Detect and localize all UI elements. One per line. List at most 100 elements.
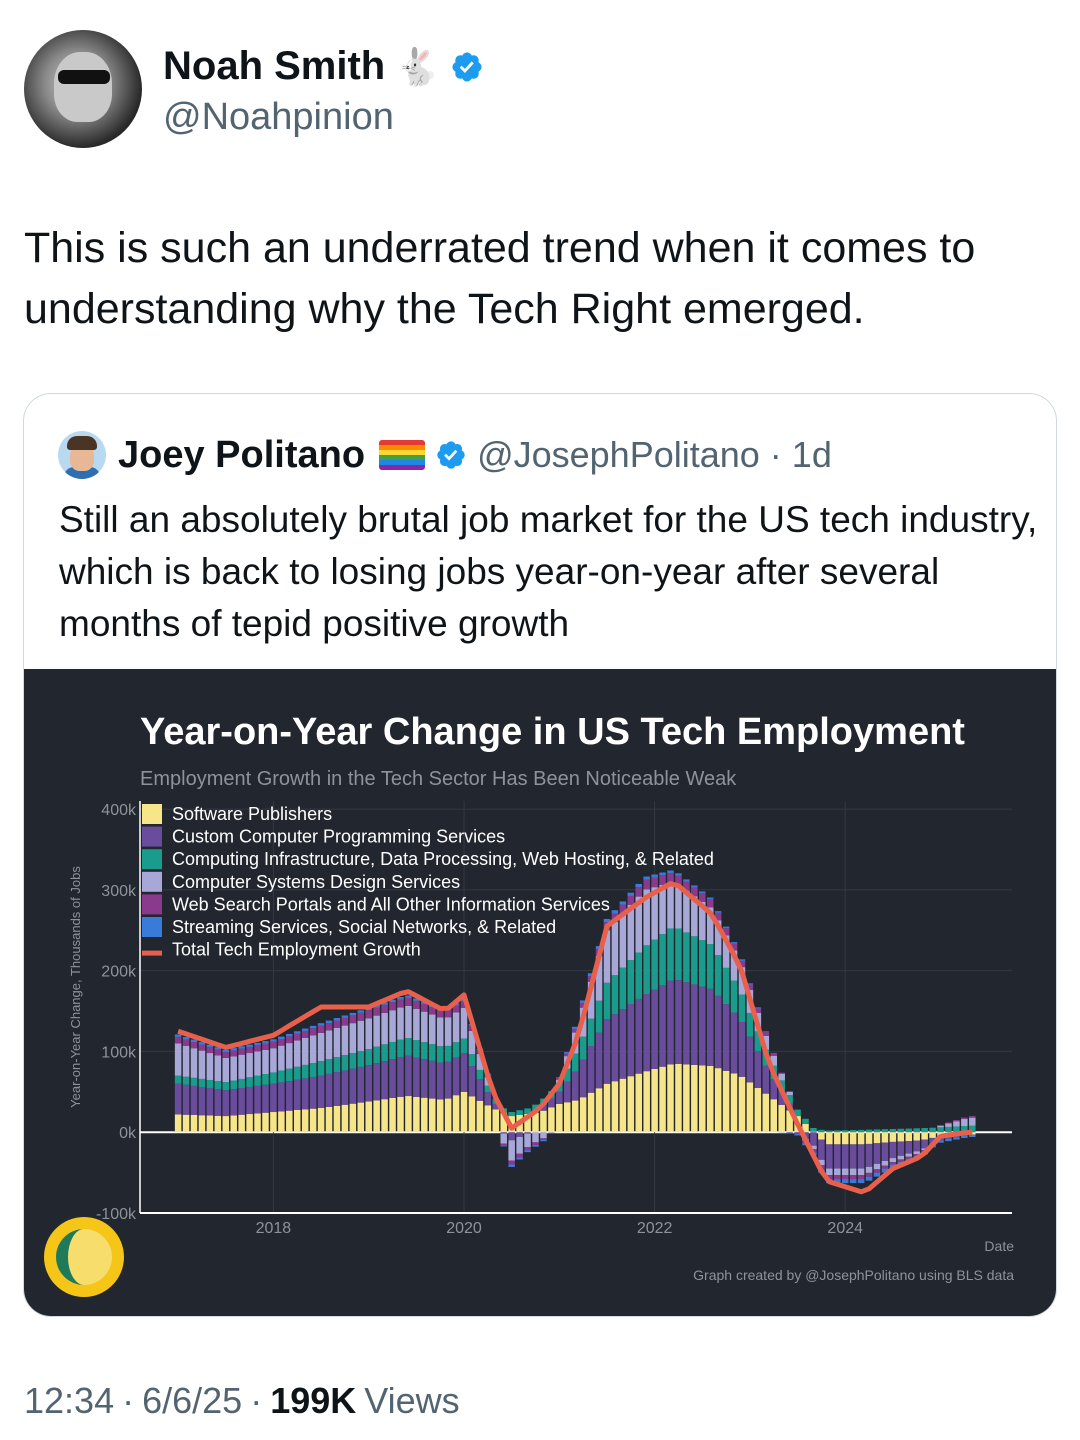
- bar-segment-computing-infrastructure: [460, 1038, 468, 1054]
- bar-segment-computing-infrastructure: [476, 1069, 484, 1080]
- bar-segment-systems-design: [881, 1160, 889, 1166]
- bar-segment-systems-design: [468, 1030, 476, 1055]
- bar-segment-web-search: [317, 1025, 325, 1033]
- bar-segment-streaming: [214, 1047, 222, 1050]
- bar-segment-streaming: [206, 1044, 214, 1048]
- bar-segment-streaming: [627, 892, 635, 896]
- legend-label: Total Tech Employment Growth: [172, 940, 421, 960]
- chart-image[interactable]: Year-on-Year Change in US Tech Employmen…: [24, 669, 1056, 1316]
- bar-segment-streaming: [683, 879, 690, 882]
- bar-segment-software-publishers: [357, 1102, 365, 1133]
- bar-segment-web-search: [405, 997, 412, 1006]
- bar-segment-custom-programming: [349, 1068, 357, 1104]
- y-tick-label: 100k: [101, 1044, 137, 1061]
- bar-segment-computing-infrastructure: [619, 967, 627, 1010]
- bar-segment-streaming: [357, 1010, 365, 1013]
- bar-segment-software-publishers: [428, 1098, 436, 1133]
- quoted-author-handle[interactable]: @JosephPolitano: [477, 434, 760, 475]
- bar-segment-custom-programming: [770, 1079, 778, 1100]
- bar-segment-software-publishers: [317, 1107, 325, 1133]
- bar-segment-custom-programming: [651, 989, 658, 1069]
- bar-segment-web-search: [659, 875, 666, 885]
- bar-segment-computing-infrastructure: [381, 1044, 388, 1062]
- bar-segment-streaming: [881, 1168, 889, 1173]
- bar-segment-systems-design: [389, 1010, 396, 1042]
- bar-segment-streaming: [516, 1157, 523, 1160]
- bar-segment-custom-programming: [564, 1081, 571, 1103]
- bar-segment-web-search: [841, 1175, 849, 1180]
- bar-segment-custom-programming: [778, 1091, 785, 1105]
- bar-segment-web-search: [214, 1049, 222, 1056]
- bar-segment-custom-programming: [635, 998, 642, 1074]
- bar-segment-streaming: [389, 999, 396, 1003]
- bar-segment-streaming: [532, 1145, 539, 1147]
- bar-segment-computing-infrastructure: [802, 1118, 809, 1124]
- bar-segment-streaming: [564, 1052, 571, 1054]
- bar-segment-systems-design: [174, 1043, 182, 1076]
- bar-segment-systems-design: [444, 1017, 452, 1046]
- quoted-author-name[interactable]: Joey Politano: [118, 433, 366, 476]
- bar-segment-software-publishers: [841, 1132, 849, 1145]
- legend-label: Web Search Portals and All Other Informa…: [172, 894, 610, 914]
- bar-segment-computing-infrastructure: [889, 1128, 897, 1133]
- x-tick-label: 2022: [637, 1220, 673, 1237]
- quoted-verified-badge-icon: [437, 441, 465, 469]
- tweet-time[interactable]: 12:34: [24, 1380, 115, 1421]
- bar-segment-systems-design: [516, 1136, 523, 1154]
- bar-segment-software-publishers: [770, 1099, 778, 1133]
- bar-segment-software-publishers: [381, 1099, 388, 1133]
- bar-segment-streaming: [841, 1179, 849, 1184]
- bar-segment-software-publishers: [500, 1112, 507, 1133]
- bar-segment-streaming: [571, 1026, 579, 1029]
- bar-segment-systems-design: [452, 1012, 460, 1043]
- bar-segment-systems-design: [198, 1050, 206, 1079]
- bar-segment-custom-programming: [841, 1144, 849, 1169]
- author-handle[interactable]: @Noahpinion: [163, 96, 394, 138]
- legend-label: Software Publishers: [172, 804, 332, 824]
- tweet-date[interactable]: 6/6/25: [142, 1380, 243, 1421]
- quoted-avatar[interactable]: [58, 431, 106, 479]
- bar-segment-software-publishers: [413, 1096, 420, 1133]
- bar-segment-computing-infrastructure: [857, 1129, 865, 1133]
- bar-segment-web-search: [293, 1033, 301, 1041]
- bar-segment-systems-design: [500, 1133, 507, 1144]
- legend-label: Computer Systems Design Services: [172, 872, 460, 892]
- bar-segment-custom-programming: [230, 1089, 237, 1116]
- author-name[interactable]: Noah Smith: [163, 44, 386, 88]
- quoted-age[interactable]: 1d: [791, 434, 832, 475]
- bar-segment-software-publishers: [762, 1093, 770, 1133]
- bar-segment-web-search: [206, 1047, 214, 1054]
- x-tick-label: 2020: [446, 1220, 482, 1237]
- bar-segment-computing-infrastructure: [635, 952, 642, 999]
- quoted-header: Joey Politano @JosephPolitano · 1d: [58, 430, 832, 480]
- bar-segment-computing-infrastructure: [675, 928, 682, 981]
- author-avatar[interactable]: [24, 30, 142, 148]
- legend-swatch: [142, 871, 162, 892]
- bar-segment-systems-design: [770, 1055, 778, 1066]
- bar-segment-streaming: [278, 1036, 285, 1040]
- bar-segment-web-search: [691, 887, 698, 897]
- bar-segment-computing-infrastructure: [881, 1129, 889, 1133]
- bar-segment-software-publishers: [198, 1115, 206, 1133]
- bar-segment-computing-infrastructure: [182, 1076, 190, 1085]
- bar-segment-systems-design: [691, 896, 698, 937]
- bar-segment-software-publishers: [691, 1064, 698, 1133]
- bar-segment-computing-infrastructure: [969, 1125, 976, 1133]
- bar-segment-custom-programming: [468, 1066, 476, 1097]
- y-tick-label: -100k: [96, 1206, 137, 1223]
- bar-segment-systems-design: [826, 1168, 833, 1176]
- bar-segment-computing-infrastructure: [341, 1055, 349, 1071]
- bar-segment-custom-programming: [436, 1062, 444, 1100]
- bar-segment-streaming: [786, 1132, 793, 1134]
- bar-segment-systems-design: [532, 1132, 539, 1143]
- bar-segment-software-publishers: [532, 1112, 539, 1133]
- bar-segment-web-search: [651, 877, 658, 888]
- bar-segment-web-search: [667, 872, 674, 883]
- quoted-tweet-card[interactable]: Joey Politano @JosephPolitano · 1d Still…: [23, 393, 1057, 1317]
- bar-segment-software-publishers: [556, 1103, 563, 1133]
- bar-segment-streaming: [945, 1138, 952, 1142]
- bar-segment-computing-infrastructure: [746, 1012, 754, 1037]
- bar-segment-software-publishers: [365, 1101, 372, 1133]
- bar-segment-custom-programming: [397, 1057, 404, 1097]
- bar-segment-computing-infrastructure: [516, 1110, 523, 1115]
